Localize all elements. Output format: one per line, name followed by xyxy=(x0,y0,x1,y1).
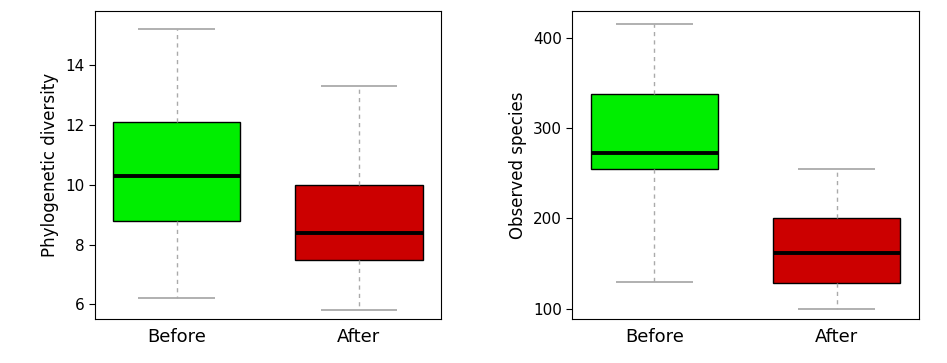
Bar xyxy=(591,94,718,169)
Y-axis label: Observed species: Observed species xyxy=(509,91,527,239)
Bar xyxy=(113,122,241,221)
Y-axis label: Phylogenetic diversity: Phylogenetic diversity xyxy=(42,73,60,257)
Bar xyxy=(773,219,901,284)
Bar xyxy=(295,185,422,260)
